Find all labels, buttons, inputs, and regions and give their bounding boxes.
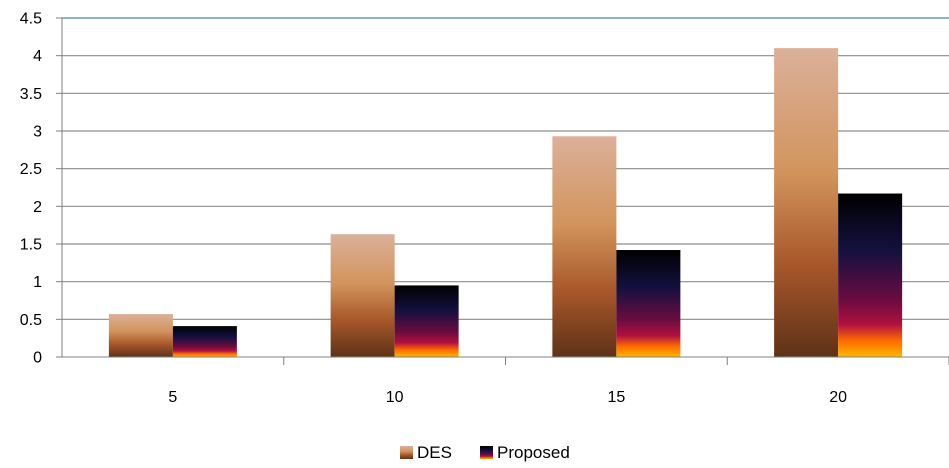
bars bbox=[108, 48, 903, 358]
y-tick-label: 1 bbox=[33, 274, 42, 291]
bar-des-10 bbox=[330, 234, 395, 357]
y-tick-label: 4 bbox=[33, 48, 42, 65]
x-tick-label: 5 bbox=[168, 389, 177, 406]
y-tick-label: 3 bbox=[33, 124, 42, 141]
legend-label-des: DES bbox=[417, 443, 452, 462]
x-axis-ticks: 5 10 15 20 bbox=[168, 389, 847, 406]
y-axis-ticks: 0 0.5 1 1.5 2 2.5 3 3.5 4 4.5 bbox=[20, 11, 42, 367]
legend-swatch-proposed bbox=[480, 446, 493, 459]
y-tick-label: 1.5 bbox=[20, 237, 42, 254]
bar-des-5 bbox=[108, 314, 173, 357]
y-tick-label: 2 bbox=[33, 199, 42, 216]
x-tick-label: 15 bbox=[607, 389, 625, 406]
legend: DES Proposed bbox=[400, 443, 570, 462]
y-tick-label: 2.5 bbox=[20, 161, 42, 178]
bar-proposed-10 bbox=[394, 285, 459, 357]
y-tick-label: 4.5 bbox=[20, 11, 42, 28]
bar-proposed-5 bbox=[172, 326, 237, 357]
x-tick-label: 10 bbox=[386, 389, 404, 406]
legend-label-proposed: Proposed bbox=[497, 443, 570, 462]
y-tick-label: 3.5 bbox=[20, 86, 42, 103]
bar-proposed-15 bbox=[616, 250, 681, 357]
axes bbox=[56, 17, 949, 365]
y-tick-label: 0.5 bbox=[20, 312, 42, 329]
bar-des-15 bbox=[552, 136, 617, 357]
x-tick-label: 20 bbox=[829, 389, 847, 406]
bar-proposed-20 bbox=[838, 193, 903, 357]
gridlines bbox=[62, 17, 949, 320]
legend-swatch-des bbox=[400, 446, 413, 459]
bar-des-20 bbox=[774, 48, 839, 358]
y-tick-label: 0 bbox=[33, 350, 42, 367]
